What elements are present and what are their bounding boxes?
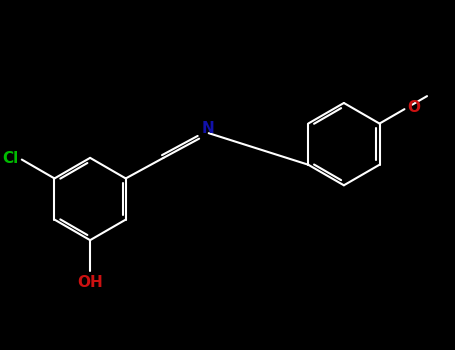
Text: N: N (201, 121, 214, 136)
Text: Cl: Cl (2, 151, 18, 166)
Text: O: O (407, 100, 420, 115)
Text: OH: OH (77, 275, 103, 290)
